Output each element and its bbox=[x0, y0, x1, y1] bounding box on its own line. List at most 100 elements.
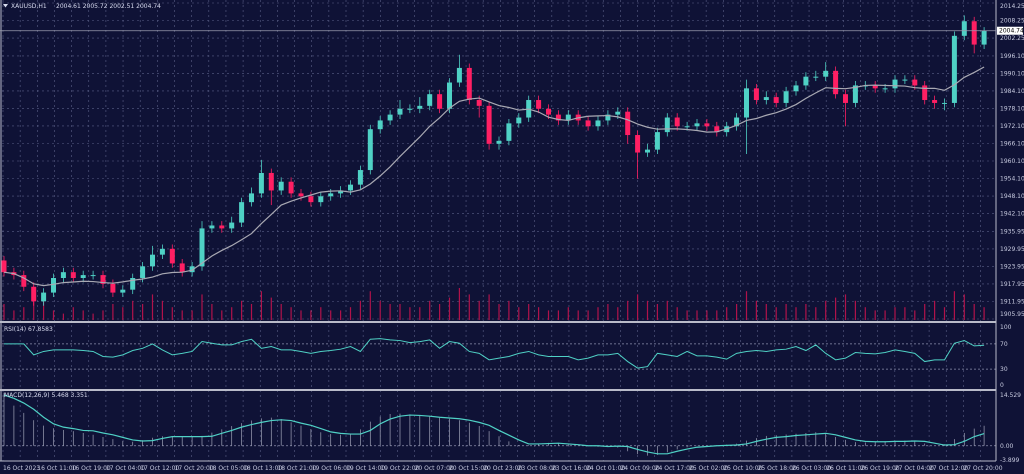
candle-body bbox=[635, 135, 641, 153]
volume-bar bbox=[132, 300, 134, 320]
time-tick-label: 20 Oct 23:00 bbox=[483, 465, 522, 472]
price-tick-label: 1966.10 bbox=[1000, 140, 1024, 147]
candle-body bbox=[397, 108, 403, 115]
candle-body bbox=[783, 91, 789, 103]
price-tick-label: 1954.10 bbox=[1000, 176, 1024, 183]
volume-bar bbox=[399, 304, 401, 320]
price-tick-label: 1996.10 bbox=[1000, 53, 1024, 60]
candle-body bbox=[932, 100, 938, 103]
candle bbox=[130, 273, 136, 295]
volume-bar bbox=[250, 304, 253, 320]
candle bbox=[783, 86, 789, 108]
candle-body bbox=[456, 67, 462, 83]
macd-level-label: -3.899 bbox=[1000, 457, 1020, 464]
price-tick-label: 1948.10 bbox=[1000, 193, 1024, 200]
time-tick-label: 17 Oct 04:00 bbox=[106, 465, 145, 472]
volume-bar bbox=[547, 310, 550, 320]
volume-bar bbox=[171, 307, 173, 320]
ohlc-label: 2004.61 2005.72 2002.51 2004.74 bbox=[56, 3, 161, 10]
candle-body bbox=[417, 105, 423, 109]
candle-body bbox=[694, 123, 700, 127]
candle bbox=[813, 70, 819, 82]
current-price-label: 2004.74 bbox=[999, 28, 1024, 35]
candle bbox=[803, 72, 809, 90]
dropdown-triangle-icon[interactable] bbox=[3, 4, 8, 8]
candle-body bbox=[169, 248, 175, 264]
candle-body bbox=[437, 94, 443, 109]
pane-separator[interactable] bbox=[0, 321, 996, 323]
price-tick-label: 1942.10 bbox=[1000, 211, 1024, 218]
time-tick-label: 19 Oct 06:00 bbox=[312, 465, 351, 472]
candle-body bbox=[961, 21, 967, 36]
candle-body bbox=[100, 275, 106, 284]
candles bbox=[1, 15, 987, 306]
candle bbox=[714, 121, 720, 137]
candle-body bbox=[803, 76, 809, 86]
candle-body bbox=[981, 30, 987, 45]
candle bbox=[476, 95, 482, 118]
candle bbox=[922, 81, 928, 105]
candle-body bbox=[298, 193, 304, 197]
candle bbox=[555, 110, 561, 125]
candle-body bbox=[60, 272, 66, 279]
time-tick-label: 17 Oct 12:00 bbox=[140, 465, 179, 472]
candle-body bbox=[150, 254, 155, 267]
candle bbox=[387, 110, 393, 125]
candle-body bbox=[585, 120, 591, 127]
candle bbox=[872, 81, 878, 93]
candle bbox=[734, 113, 740, 131]
candle bbox=[773, 92, 779, 108]
time-tick-label: 23 Oct 08:00 bbox=[518, 465, 557, 472]
macd-header: MACD(12,26,9) 5.468 3.351 bbox=[4, 392, 88, 399]
candle bbox=[892, 75, 898, 93]
volume-bar bbox=[706, 310, 708, 320]
candle bbox=[674, 113, 680, 131]
candle bbox=[308, 191, 314, 207]
candle-body bbox=[951, 35, 957, 103]
candle-body bbox=[555, 114, 561, 121]
candle bbox=[377, 116, 383, 134]
candle-body bbox=[654, 132, 660, 150]
moving-average bbox=[3, 66, 985, 287]
candle bbox=[516, 113, 522, 128]
candle bbox=[753, 83, 759, 105]
pane-separator[interactable] bbox=[0, 389, 996, 391]
volume-bar bbox=[221, 310, 223, 320]
candle bbox=[951, 31, 957, 108]
candle-body bbox=[565, 114, 571, 121]
volume-bar bbox=[151, 294, 154, 320]
volume-bar bbox=[666, 300, 668, 320]
candle-body bbox=[674, 117, 680, 127]
volume-bar bbox=[597, 307, 599, 320]
candle bbox=[229, 216, 235, 233]
volume-bar bbox=[637, 294, 639, 320]
volume-bar bbox=[161, 300, 163, 320]
price-tick-label: 1935.95 bbox=[1000, 228, 1024, 235]
candle-body bbox=[734, 117, 740, 127]
candle-body bbox=[684, 126, 690, 128]
time-tick-label: 20 Oct 15:00 bbox=[449, 465, 488, 472]
candle bbox=[21, 270, 27, 292]
candle bbox=[456, 54, 462, 87]
price-tick-label: 1923.95 bbox=[1000, 263, 1024, 270]
candle-body bbox=[318, 196, 324, 203]
volume-bar bbox=[181, 310, 183, 320]
candle bbox=[159, 244, 165, 260]
volume-bar bbox=[617, 307, 619, 320]
time-tick-label: 16 Oct 19:00 bbox=[72, 465, 111, 472]
candle-body bbox=[130, 278, 136, 290]
candle bbox=[318, 191, 324, 207]
candle bbox=[70, 267, 76, 283]
candle bbox=[397, 100, 403, 119]
price-tick-label: 1905.95 bbox=[1000, 311, 1024, 318]
volume-bar bbox=[211, 304, 213, 320]
candle-body bbox=[110, 283, 116, 293]
candle-body bbox=[744, 88, 749, 118]
candle-body bbox=[51, 278, 56, 293]
candle bbox=[298, 189, 304, 201]
volume-bar bbox=[320, 307, 322, 320]
time-tick-label: 24 Oct 17:00 bbox=[655, 465, 694, 472]
volume-bar bbox=[755, 300, 757, 320]
